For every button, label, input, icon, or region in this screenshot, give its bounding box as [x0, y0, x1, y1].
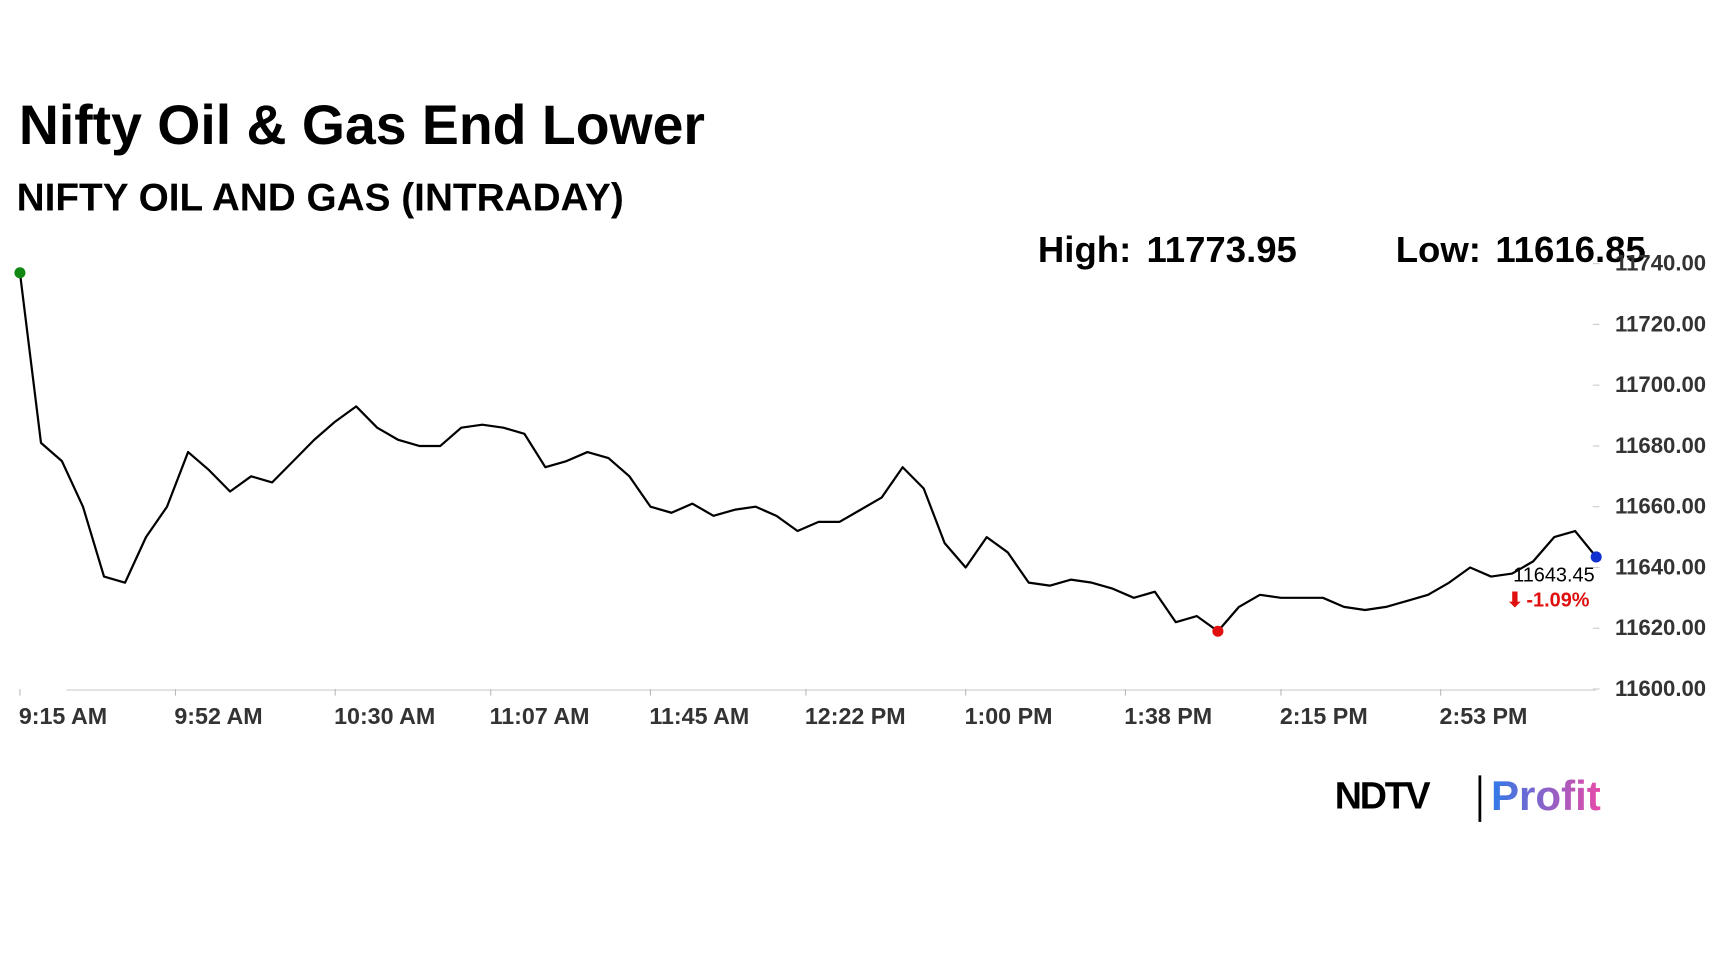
- brand-profit: Profit: [1491, 772, 1601, 819]
- y-tick-label: 11700.00: [1615, 372, 1706, 397]
- x-tick-label: 2:15 PM: [1280, 703, 1368, 729]
- x-tick-label: 11:07 AM: [490, 703, 590, 729]
- open-marker: [14, 267, 26, 279]
- y-tick-label: 11660.00: [1615, 494, 1706, 519]
- close-label: 11643.45: [1513, 564, 1595, 586]
- chart-subtitle: NIFTY OIL AND GAS (INTRADAY): [17, 177, 624, 220]
- x-tick-label: 10:30 AM: [334, 703, 435, 729]
- low-value: 11616.85: [1495, 229, 1645, 270]
- change-label: -1.09%: [1526, 590, 1589, 612]
- x-tick-label: 9:52 AM: [174, 703, 262, 729]
- low-label: Low:: [1396, 229, 1481, 270]
- x-tick-label: 2:53 PM: [1440, 703, 1528, 729]
- x-tick-label: 1:00 PM: [965, 703, 1053, 729]
- y-tick-label: 11640.00: [1615, 554, 1706, 579]
- y-tick-label: 11720.00: [1615, 311, 1706, 336]
- x-tick-label: 11:45 AM: [649, 703, 749, 729]
- price-line: [18, 272, 1598, 633]
- low-marker: [1212, 625, 1224, 637]
- close-marker: [1590, 551, 1602, 563]
- x-tick-label: 1:38 PM: [1124, 703, 1212, 729]
- change-arrow: ⬇: [1506, 590, 1523, 612]
- y-tick-label: 11620.00: [1615, 615, 1706, 640]
- x-tick-label: 12:22 PM: [805, 703, 906, 729]
- brand-ndtv: NDTV: [1335, 775, 1431, 817]
- high-label: High:: [1038, 229, 1131, 270]
- y-tick-label: 11740.00: [1615, 251, 1706, 276]
- chart-title: Nifty Oil & Gas End Lower: [19, 94, 705, 156]
- x-tick-label: 9:15 AM: [19, 703, 107, 729]
- high-value: 11773.95: [1146, 229, 1296, 270]
- y-tick-label: 11680.00: [1615, 433, 1706, 458]
- y-tick-label: 11600.00: [1615, 676, 1706, 701]
